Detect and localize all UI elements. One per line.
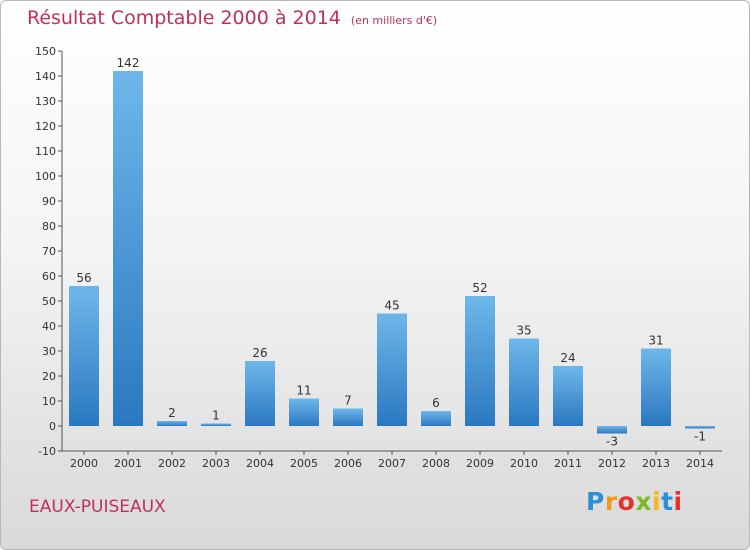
logo-letter: i <box>673 487 683 516</box>
x-tick-label: 2001 <box>114 457 142 470</box>
x-tick-label: 2013 <box>642 457 670 470</box>
value-label: 52 <box>472 281 487 295</box>
bar <box>245 361 275 426</box>
y-tick-label: 30 <box>42 345 56 358</box>
bar <box>289 398 319 426</box>
x-tick-label: 2006 <box>334 457 362 470</box>
logo-letter: i <box>652 487 662 516</box>
logo-letter: P <box>586 487 605 516</box>
bar <box>509 338 539 426</box>
value-label: -1 <box>694 430 706 444</box>
x-tick-label: 2010 <box>510 457 538 470</box>
title-row: Résultat Comptable 2000 à 2014 (en millie… <box>27 7 437 29</box>
y-tick-label: 70 <box>42 245 56 258</box>
x-tick-label: 2000 <box>70 457 98 470</box>
value-label: 31 <box>648 334 663 348</box>
value-label: 26 <box>252 346 267 360</box>
x-tick-label: 2008 <box>422 457 450 470</box>
y-tick-label: 150 <box>35 45 56 58</box>
x-tick-label: 2002 <box>158 457 186 470</box>
value-label: 6 <box>432 396 440 410</box>
axes: -10 0 10 20 30 40 50 60 70 80 90 100 110 120 130 140 150… <box>35 45 722 470</box>
value-label: -3 <box>606 435 618 449</box>
y-tick-label: 0 <box>49 420 56 433</box>
bar <box>201 423 231 426</box>
bar <box>597 426 627 434</box>
proxiti-logo: Proxiti <box>586 487 683 516</box>
y-tick-label: 140 <box>35 70 56 83</box>
logo-letter: t <box>661 487 674 516</box>
bar <box>641 348 671 426</box>
value-labels: 56 142 2 1 26 11 7 45 6 52 35 24 -3 31 -1 <box>76 56 706 449</box>
y-tick-label: 130 <box>35 95 56 108</box>
bar <box>465 296 495 426</box>
bar <box>333 408 363 426</box>
bar <box>685 426 715 429</box>
bar <box>421 411 451 426</box>
y-tick-label: 100 <box>35 170 56 183</box>
bar <box>113 71 143 426</box>
value-label: 7 <box>344 394 352 408</box>
value-label: 11 <box>296 384 311 398</box>
chart-title: Résultat Comptable 2000 à 2014 <box>27 7 341 29</box>
x-tick-label: 2007 <box>378 457 406 470</box>
commune-name: EAUX-PUISEAUX <box>29 497 166 517</box>
y-tick-label: -10 <box>38 445 56 458</box>
logo-letter: x <box>635 487 652 516</box>
logo-letter: r <box>604 487 618 516</box>
x-tick-label: 2009 <box>466 457 494 470</box>
logo-letter: o <box>617 487 636 516</box>
x-tick-label: 2004 <box>246 457 274 470</box>
value-label: 1 <box>212 409 220 423</box>
chart-subtitle: (en milliers d'€) <box>350 14 438 27</box>
x-tick-label: 2003 <box>202 457 230 470</box>
x-tick-label: 2011 <box>554 457 582 470</box>
x-tick-label: 2014 <box>686 457 714 470</box>
y-tick-label: 20 <box>42 370 56 383</box>
value-label: 56 <box>76 271 91 285</box>
y-tick-label: 90 <box>42 195 56 208</box>
y-tick-label: 40 <box>42 320 56 333</box>
x-tick-label: 2012 <box>598 457 626 470</box>
value-label: 45 <box>384 299 399 313</box>
y-tick-label: 50 <box>42 295 56 308</box>
bar <box>157 421 187 426</box>
y-tick-label: 110 <box>35 145 56 158</box>
value-label: 142 <box>117 56 140 70</box>
value-label: 24 <box>560 351 575 365</box>
y-tick-label: 10 <box>42 395 56 408</box>
y-tick-label: 80 <box>42 220 56 233</box>
value-label: 2 <box>168 406 176 420</box>
y-tick-label: 60 <box>42 270 56 283</box>
y-tick-label: 120 <box>35 120 56 133</box>
x-tick-label: 2005 <box>290 457 318 470</box>
bar <box>553 366 583 426</box>
value-label: 35 <box>516 324 531 338</box>
bars <box>69 71 715 434</box>
bar <box>69 286 99 426</box>
bar <box>377 313 407 426</box>
